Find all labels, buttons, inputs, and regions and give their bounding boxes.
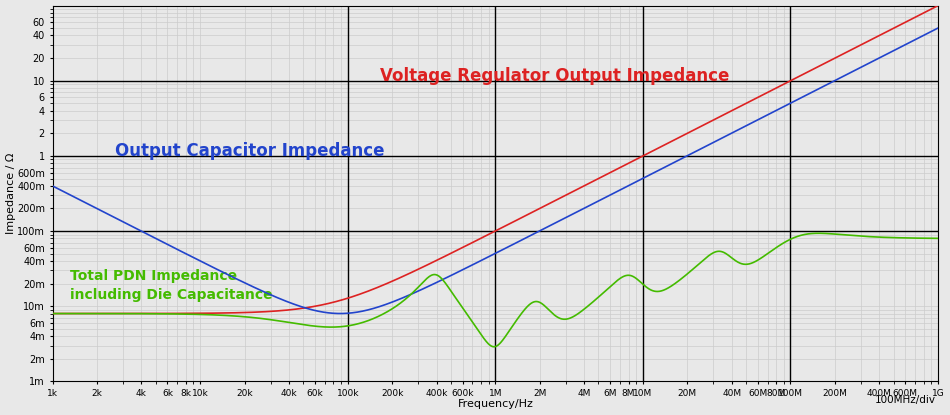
Text: 100MHz/div: 100MHz/div [875,395,936,405]
Text: Output Capacitor Impedance: Output Capacitor Impedance [115,142,384,160]
Text: Total PDN Impedance
including Die Capacitance: Total PDN Impedance including Die Capaci… [70,269,273,302]
X-axis label: Frequency/Hz: Frequency/Hz [457,400,533,410]
Y-axis label: Impedance / Ω: Impedance / Ω [6,153,15,234]
Text: Voltage Regulator Output Impedance: Voltage Regulator Output Impedance [380,67,730,85]
